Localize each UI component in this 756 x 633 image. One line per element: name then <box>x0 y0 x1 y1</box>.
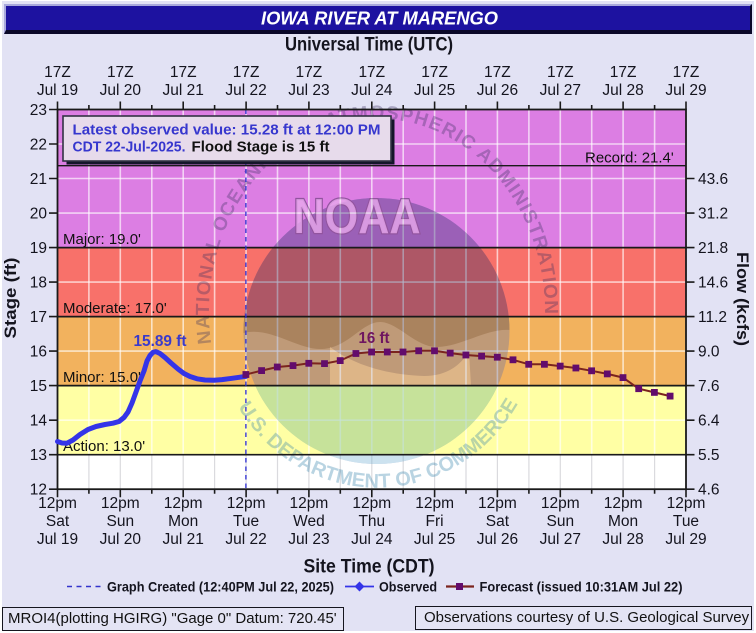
svg-text:Tue: Tue <box>233 513 259 530</box>
svg-text:Stage (ft): Stage (ft) <box>1 258 20 339</box>
svg-text:Latest observed value: 15.28 f: Latest observed value: 15.28 ft at 12:00… <box>73 123 381 139</box>
svg-text:13: 13 <box>30 447 47 464</box>
svg-text:Jul 29: Jul 29 <box>665 531 706 548</box>
svg-text:Site Time (CDT): Site Time (CDT) <box>304 557 435 578</box>
svg-text:Mon: Mon <box>168 513 198 530</box>
svg-text:Observed: Observed <box>379 580 437 596</box>
svg-text:12pm: 12pm <box>101 495 140 512</box>
svg-text:17Z: 17Z <box>233 64 260 81</box>
svg-text:22: 22 <box>30 136 47 153</box>
svg-text:12pm: 12pm <box>38 495 77 512</box>
svg-text:Sat: Sat <box>486 513 510 530</box>
svg-text:Jul 19: Jul 19 <box>37 531 78 548</box>
svg-text:12pm: 12pm <box>415 495 454 512</box>
svg-text:31.2: 31.2 <box>698 205 728 222</box>
svg-text:Wed: Wed <box>293 513 325 530</box>
svg-text:14: 14 <box>30 413 48 430</box>
svg-text:17Z: 17Z <box>547 64 574 81</box>
svg-text:Thu: Thu <box>358 513 385 530</box>
svg-text:Jul 24: Jul 24 <box>351 531 393 548</box>
svg-text:Jul 21: Jul 21 <box>163 531 204 548</box>
svg-text:Record: 21.4': Record: 21.4' <box>585 150 674 167</box>
svg-text:IOWA RIVER AT MARENGO: IOWA RIVER AT MARENGO <box>261 9 498 29</box>
svg-text:Universal Time (UTC): Universal Time (UTC) <box>285 35 453 56</box>
svg-text:17Z: 17Z <box>358 64 385 81</box>
svg-text:9.0: 9.0 <box>698 343 720 360</box>
svg-text:12pm: 12pm <box>290 495 329 512</box>
svg-text:Jul 26: Jul 26 <box>477 82 518 99</box>
svg-text:15.89 ft: 15.89 ft <box>134 333 187 350</box>
svg-text:17Z: 17Z <box>610 64 637 81</box>
svg-text:Jul 28: Jul 28 <box>602 82 643 99</box>
svg-text:Jul 19: Jul 19 <box>37 82 78 99</box>
svg-text:43.6: 43.6 <box>698 171 728 188</box>
svg-text:Jul 26: Jul 26 <box>477 531 518 548</box>
svg-text:Jul 20: Jul 20 <box>100 82 142 99</box>
svg-text:17Z: 17Z <box>44 64 71 81</box>
svg-text:14.6: 14.6 <box>698 274 728 291</box>
svg-text:12: 12 <box>30 482 47 499</box>
svg-text:16 ft: 16 ft <box>359 330 390 347</box>
svg-text:12pm: 12pm <box>541 495 580 512</box>
svg-text:Jul 20: Jul 20 <box>100 531 142 548</box>
svg-text:17Z: 17Z <box>170 64 197 81</box>
svg-text:6.4: 6.4 <box>698 413 720 430</box>
svg-text:Major: 19.0': Major: 19.0' <box>63 231 141 248</box>
svg-text:12pm: 12pm <box>352 495 391 512</box>
svg-text:Flood Stage is 15 ft: Flood Stage is 15 ft <box>192 140 330 156</box>
svg-text:Jul 23: Jul 23 <box>288 531 329 548</box>
svg-text:17Z: 17Z <box>296 64 323 81</box>
svg-text:7.6: 7.6 <box>698 378 720 395</box>
svg-text:23: 23 <box>30 102 47 119</box>
svg-text:11.2: 11.2 <box>698 309 727 326</box>
svg-text:Minor: 15.0': Minor: 15.0' <box>63 369 141 386</box>
svg-text:Jul 22: Jul 22 <box>225 82 266 99</box>
svg-text:Moderate: 17.0': Moderate: 17.0' <box>63 300 167 317</box>
svg-text:Graph Created (12:40PM Jul 22,: Graph Created (12:40PM Jul 22, 2025) <box>107 580 334 596</box>
svg-text:Jul 28: Jul 28 <box>602 531 643 548</box>
svg-text:Jul 23: Jul 23 <box>288 82 329 99</box>
svg-text:Jul 24: Jul 24 <box>351 82 393 99</box>
svg-text:Jul 27: Jul 27 <box>540 531 581 548</box>
svg-text:Sun: Sun <box>547 513 575 530</box>
svg-text:20: 20 <box>30 205 48 222</box>
svg-text:12pm: 12pm <box>164 495 203 512</box>
svg-text:12pm: 12pm <box>667 495 706 512</box>
svg-text:Jul 22: Jul 22 <box>225 531 266 548</box>
svg-text:4.6: 4.6 <box>698 482 720 499</box>
svg-text:Forecast (issued 10:31AM Jul 2: Forecast (issued 10:31AM Jul 22) <box>480 580 683 596</box>
svg-text:17Z: 17Z <box>484 64 511 81</box>
svg-text:12pm: 12pm <box>227 495 266 512</box>
svg-text:Jul 25: Jul 25 <box>414 82 455 99</box>
svg-text:Mon: Mon <box>608 513 638 530</box>
svg-text:Jul 21: Jul 21 <box>163 82 204 99</box>
svg-text:15: 15 <box>30 378 47 395</box>
svg-text:Sat: Sat <box>46 513 70 530</box>
svg-text:CDT 22-Jul-2025.: CDT 22-Jul-2025. <box>73 140 186 156</box>
svg-text:12pm: 12pm <box>478 495 517 512</box>
svg-text:17Z: 17Z <box>673 64 700 81</box>
svg-text:17Z: 17Z <box>107 64 134 81</box>
svg-text:NOAA: NOAA <box>294 190 421 244</box>
svg-text:Jul 27: Jul 27 <box>540 82 581 99</box>
svg-text:Action: 13.0': Action: 13.0' <box>63 438 145 455</box>
svg-text:5.5: 5.5 <box>698 447 720 464</box>
svg-text:Fri: Fri <box>426 513 444 530</box>
svg-text:12pm: 12pm <box>604 495 643 512</box>
svg-text:17Z: 17Z <box>421 64 448 81</box>
svg-text:16: 16 <box>30 343 47 360</box>
svg-text:21.8: 21.8 <box>698 240 728 257</box>
svg-text:Jul 25: Jul 25 <box>414 531 455 548</box>
svg-text:Sun: Sun <box>107 513 135 530</box>
svg-text:Flow (kcfs): Flow (kcfs) <box>733 252 752 346</box>
svg-text:21: 21 <box>30 171 47 188</box>
svg-text:Tue: Tue <box>673 513 699 530</box>
svg-text:19: 19 <box>30 240 47 257</box>
svg-text:Jul 29: Jul 29 <box>665 82 706 99</box>
svg-text:18: 18 <box>30 274 47 291</box>
svg-text:17: 17 <box>30 309 47 326</box>
